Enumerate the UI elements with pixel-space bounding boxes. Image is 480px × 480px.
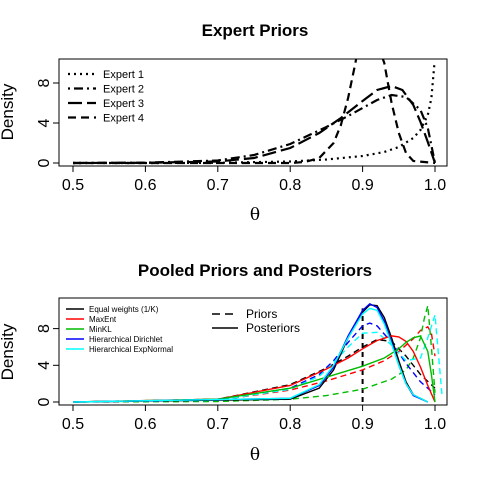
x-tick-label: 0.5 [62, 177, 84, 194]
x-tick-label: 0.7 [207, 177, 229, 194]
legend-label: Hierarchical ExpNormal [89, 345, 173, 354]
panel1-y-axis: 0 4 8 [36, 78, 60, 167]
panel2-y-label: Density [0, 323, 17, 380]
panel2-title: Pooled Priors and Posteriors [138, 261, 372, 280]
expert-priors-panel: Expert Priors 0.5 0.6 0.7 0.8 0.9 1.0 0 4 8 θ D… [0, 21, 448, 225]
y-tick-label: 0 [36, 158, 53, 167]
panel2-x-axis: 0.5 0.6 0.7 0.8 0.9 1.0 [62, 404, 446, 433]
expert-4-line [73, 59, 436, 165]
panel1-series-lines [72, 59, 437, 165]
prior-line [72, 314, 443, 403]
legend-label: Hierarchical Dirichlet [89, 335, 163, 344]
panel1-x-label: θ [250, 205, 260, 225]
posterior-line [72, 335, 436, 403]
expert-3-line [72, 84, 437, 165]
legend-label: Expert 2 [103, 84, 144, 96]
prior-line [72, 325, 436, 403]
panel1-x-axis: 0.5 0.6 0.7 0.8 0.9 1.0 [62, 165, 446, 194]
legend-label: MinKL [89, 325, 112, 334]
legend-label: Expert 1 [103, 69, 144, 81]
panel1-y-label: Density [0, 83, 17, 140]
x-tick-label: 0.6 [134, 177, 156, 194]
x-tick-label: 0.8 [279, 177, 301, 194]
legend-label: Expert 3 [103, 98, 144, 110]
y-tick-label: 0 [36, 397, 53, 406]
y-tick-label: 8 [36, 78, 53, 87]
x-tick-label: 0.7 [207, 416, 229, 433]
posterior-line [72, 307, 429, 403]
y-tick-label: 4 [36, 118, 53, 127]
x-tick-label: 1.0 [424, 177, 446, 194]
panel1-title: Expert Priors [202, 21, 309, 40]
legend-label: MaxEnt [89, 315, 117, 324]
panel2-legend: Equal weights (1/K)MaxEntMinKLHierarchic… [66, 305, 173, 354]
legend-label: Equal weights (1/K) [89, 305, 159, 314]
x-tick-label: 0.8 [279, 416, 301, 433]
panel2-series-lines [72, 302, 443, 403]
x-tick-label: 1.0 [424, 416, 446, 433]
x-tick-label: 0.5 [62, 416, 84, 433]
expert-2-line [72, 93, 437, 165]
line-type-label: Posteriors [246, 321, 300, 335]
panel2-y-axis: 0 4 8 [36, 324, 60, 406]
panel1-legend: Expert 1 Expert 2 Expert 3 Expert 4 [68, 69, 144, 125]
prior-line [72, 322, 436, 403]
x-tick-label: 0.9 [351, 177, 373, 194]
pooled-panel: Pooled Priors and Posteriors 0.5 0.6 0.7 0.… [0, 261, 448, 465]
panel2-x-label: θ [250, 445, 260, 465]
y-tick-label: 4 [36, 361, 53, 370]
line-type-label: Priors [246, 307, 277, 321]
posterior-line [72, 335, 436, 403]
x-tick-label: 0.6 [134, 416, 156, 433]
x-tick-label: 0.9 [351, 416, 373, 433]
y-tick-label: 8 [36, 324, 53, 333]
legend-label: Expert 4 [103, 113, 144, 125]
